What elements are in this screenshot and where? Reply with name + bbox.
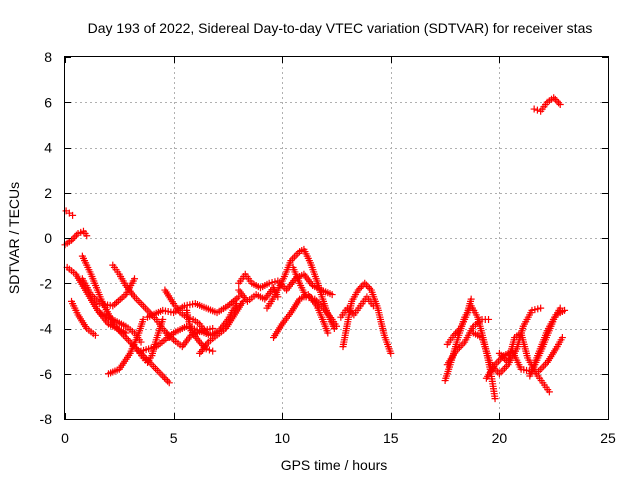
y-tick-label: 6: [44, 94, 52, 110]
data-point-interp: [205, 346, 213, 354]
data-point-interp: [553, 97, 561, 105]
axis-ticks: 0 5 10 15 20 25 -8 -6 -4 -2 0 2 4 6 8: [40, 49, 616, 446]
y-tick-label: -2: [40, 275, 53, 291]
data-point-interp: [197, 340, 205, 348]
data-point: [537, 304, 545, 312]
chart-title: Day 193 of 2022, Sidereal Day-to-day VTE…: [88, 20, 593, 36]
data-point-interp: [347, 308, 355, 316]
data-point: [83, 232, 91, 240]
data-point: [369, 302, 377, 310]
data-point-interp: [540, 362, 548, 370]
data-point-interp: [199, 341, 207, 349]
data-point: [467, 295, 475, 303]
data-point-interp: [123, 335, 131, 343]
data-point-interp: [533, 106, 541, 114]
data-point: [159, 372, 167, 380]
data-point: [485, 315, 493, 323]
data-point-interp: [357, 283, 365, 291]
y-tick-label: -6: [40, 366, 53, 382]
data-point-interp: [356, 284, 364, 292]
data-point-interp: [451, 330, 459, 338]
data-point: [530, 105, 538, 113]
data-point: [324, 329, 332, 337]
data-point-interp: [164, 377, 172, 385]
data-point: [387, 349, 395, 357]
data-point-interp: [345, 306, 353, 314]
data-point: [558, 334, 566, 342]
data-point-interp: [362, 281, 370, 289]
data-point-interp: [292, 251, 300, 259]
data-point-interp: [499, 366, 507, 374]
data-point: [91, 331, 99, 339]
x-tick-label: 5: [170, 430, 178, 446]
data-point: [545, 388, 553, 396]
data-point: [550, 94, 558, 102]
data-point-interp: [165, 331, 173, 339]
data-point: [69, 211, 77, 219]
y-tick-label: 2: [44, 185, 52, 201]
data-point-interp: [501, 364, 509, 372]
data-point: [450, 331, 458, 339]
data-point-interp: [555, 99, 563, 107]
data-point: [131, 275, 139, 283]
data-point-interp: [457, 342, 465, 350]
data-point: [196, 338, 204, 346]
data-point: [333, 322, 340, 330]
data-point: [328, 291, 336, 299]
data-point: [495, 370, 503, 378]
x-tick-label: 25: [600, 430, 616, 446]
x-tick-label: 20: [492, 430, 508, 446]
data-point: [159, 315, 167, 323]
data-point: [556, 101, 564, 109]
data-point-interp: [551, 95, 559, 103]
grid: [65, 57, 608, 419]
data-point: [137, 338, 145, 346]
data-point-interp: [160, 374, 168, 382]
x-tick-label: 10: [274, 430, 290, 446]
data-point-interp: [124, 336, 132, 344]
data-point: [68, 236, 76, 244]
y-tick-label: 4: [44, 140, 52, 156]
data-point: [202, 345, 210, 353]
data-point: [209, 347, 217, 355]
data-point-interp: [168, 334, 176, 342]
data-point-interp: [536, 366, 544, 374]
plot-frame: [64, 56, 609, 420]
data-point: [491, 395, 499, 403]
data-point: [343, 304, 351, 312]
data-point-interp: [201, 343, 209, 351]
data-point: [209, 325, 217, 332]
data-point: [139, 315, 147, 323]
data-point-interp: [453, 328, 461, 336]
y-tick-label: -8: [40, 411, 53, 427]
data-point: [165, 379, 173, 387]
x-tick-label: 0: [61, 430, 69, 446]
data-points: [61, 94, 569, 403]
x-tick-label: 15: [383, 430, 399, 446]
data-point-interp: [121, 333, 129, 341]
data-point-interp: [162, 375, 170, 383]
data-point: [354, 286, 362, 294]
y-tick-label: 0: [44, 230, 52, 246]
y-tick-label: -4: [40, 321, 53, 337]
data-point-interp: [72, 231, 80, 239]
data-point-interp: [497, 368, 505, 376]
data-point: [561, 306, 569, 314]
data-point-interp: [166, 332, 174, 340]
y-axis-label: SDTVAR / TECUs: [6, 182, 22, 294]
y-tick-label: 8: [44, 49, 52, 65]
x-axis-label: GPS time / hours: [281, 457, 388, 473]
data-point-interp: [366, 284, 374, 292]
data-point: [163, 329, 171, 337]
data-point-interp: [290, 253, 298, 261]
data-point-interp: [455, 326, 463, 334]
data-point: [361, 279, 369, 287]
data-point-interp: [538, 364, 546, 372]
data-point-interp: [71, 233, 79, 241]
data-point-interp: [364, 283, 372, 291]
